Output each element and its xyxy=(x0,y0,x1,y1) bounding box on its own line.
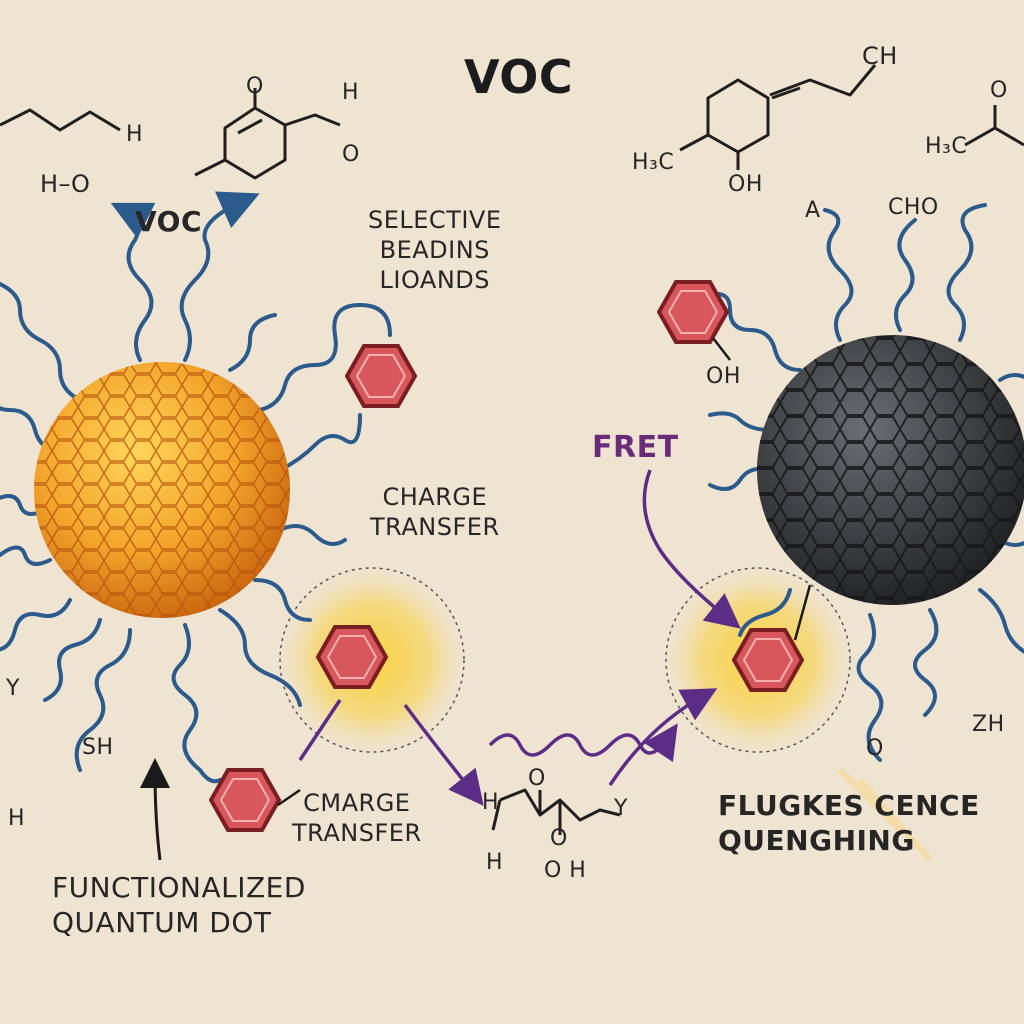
chem-h: H xyxy=(342,80,360,105)
chem-cho: CHO xyxy=(888,195,939,220)
benzene-tethers xyxy=(277,337,812,807)
voc-label-left: VOC xyxy=(135,205,203,238)
charge-transfer-label-bottom: CMARGE TRANSFER xyxy=(292,789,422,847)
benzene-ring xyxy=(208,768,282,832)
benzene-ring xyxy=(315,625,389,689)
chem-h: H xyxy=(8,806,26,831)
chem-y: Y xyxy=(614,796,628,821)
chem-h: H xyxy=(486,850,504,875)
chem-ch: CH xyxy=(862,42,898,70)
chem-h: H xyxy=(482,790,500,815)
chem-zh: ZH xyxy=(972,712,1005,737)
glare xyxy=(837,767,933,862)
chem-h3c: H₃C xyxy=(925,134,968,159)
chem-h3c: H₃C xyxy=(632,150,675,175)
chem-oh: OH xyxy=(706,364,741,389)
chem-o: O xyxy=(550,826,568,851)
fluorescence-quenching-label: FLUGKES CENCE QUENGHING xyxy=(718,789,980,857)
pointer-arrow xyxy=(140,758,171,861)
chem-o: O xyxy=(866,736,884,761)
chem-skeletons xyxy=(0,64,1024,835)
chem-o: O xyxy=(342,142,360,167)
chem-sh: SH xyxy=(82,735,114,760)
glow-right-ring xyxy=(665,567,851,753)
diagram-title: VOC xyxy=(464,50,574,104)
selective-ligands-label: SELECTIVE BEADINS LIOANDS xyxy=(368,206,502,294)
chem-oh: OH xyxy=(728,172,763,197)
quantum-dot-orange-facets xyxy=(34,362,290,618)
quantum-dot-quenched-facets xyxy=(757,335,1024,605)
chem-y: Y xyxy=(6,676,20,701)
chem-o: O xyxy=(246,74,264,99)
chem-o: O xyxy=(528,766,546,791)
fret-label: FRET xyxy=(592,430,679,465)
chem-h: H xyxy=(126,122,144,147)
benzene-ring xyxy=(344,344,418,408)
chem-o: O xyxy=(990,78,1008,103)
purple-arrows xyxy=(298,469,741,806)
ligands-left xyxy=(0,191,392,784)
chem-o-h: O H xyxy=(544,858,587,883)
benzene-ring xyxy=(656,280,730,344)
chem-h-o: H–O xyxy=(40,170,91,198)
benzene-ring xyxy=(731,628,805,692)
charge-transfer-label-top: CHARGE TRANSFER xyxy=(370,483,500,541)
glow-left-ring xyxy=(279,567,465,753)
chem-a: A xyxy=(805,198,821,223)
functionalized-qd-label: FUNCTIONALIZED QUANTUM DOT xyxy=(52,871,306,939)
